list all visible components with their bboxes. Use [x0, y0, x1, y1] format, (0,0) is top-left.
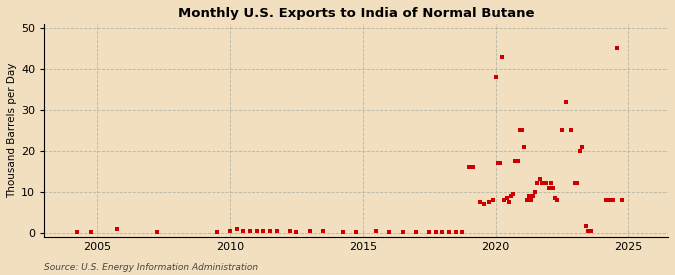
Point — [72, 230, 83, 234]
Point — [225, 229, 236, 233]
Point — [572, 181, 583, 186]
Point — [530, 189, 541, 194]
Point — [397, 230, 408, 234]
Point — [616, 198, 627, 202]
Point — [525, 198, 536, 202]
Point — [291, 230, 302, 234]
Point — [431, 230, 441, 234]
Point — [539, 181, 549, 186]
Point — [85, 230, 96, 234]
Point — [574, 148, 585, 153]
Point — [550, 196, 561, 200]
Point — [603, 198, 614, 202]
Y-axis label: Thousand Barrels per Day: Thousand Barrels per Day — [7, 63, 17, 198]
Point — [497, 54, 508, 59]
Point — [585, 229, 596, 233]
Point — [605, 198, 616, 202]
Point — [479, 202, 490, 206]
Point — [443, 230, 454, 234]
Point — [570, 181, 580, 186]
Point — [464, 165, 475, 169]
Point — [488, 198, 499, 202]
Point — [483, 200, 494, 204]
Point — [490, 75, 501, 79]
Point — [492, 161, 503, 165]
Point — [284, 229, 295, 233]
Point — [495, 161, 506, 165]
Point — [512, 159, 523, 163]
Point — [601, 198, 612, 202]
Point — [565, 128, 576, 133]
Point — [583, 229, 594, 233]
Point — [537, 181, 547, 186]
Point — [532, 181, 543, 186]
Point — [523, 194, 534, 198]
Point — [351, 230, 362, 234]
Point — [502, 196, 512, 200]
Point — [612, 46, 622, 51]
Point — [211, 230, 222, 234]
Point — [547, 185, 558, 190]
Point — [371, 229, 381, 233]
Point — [510, 159, 521, 163]
Point — [556, 128, 567, 133]
Point — [516, 128, 527, 133]
Point — [543, 185, 554, 190]
Point — [437, 230, 448, 234]
Point — [152, 230, 163, 234]
Point — [508, 191, 518, 196]
Point — [232, 227, 242, 232]
Point — [519, 144, 530, 149]
Point — [514, 128, 525, 133]
Point — [541, 181, 552, 186]
Text: Source: U.S. Energy Information Administration: Source: U.S. Energy Information Administ… — [44, 263, 258, 272]
Point — [251, 228, 262, 233]
Point — [561, 100, 572, 104]
Point — [244, 229, 255, 233]
Point — [424, 230, 435, 234]
Point — [499, 198, 510, 202]
Point — [384, 230, 395, 234]
Point — [552, 198, 563, 202]
Point — [238, 228, 249, 233]
Point — [468, 165, 479, 169]
Point — [112, 226, 123, 231]
Point — [457, 230, 468, 234]
Point — [608, 198, 618, 202]
Point — [504, 200, 514, 204]
Title: Monthly U.S. Exports to India of Normal Butane: Monthly U.S. Exports to India of Normal … — [178, 7, 535, 20]
Point — [271, 229, 282, 233]
Point — [265, 229, 275, 233]
Point — [545, 181, 556, 186]
Point — [317, 229, 328, 233]
Point — [528, 194, 539, 198]
Point — [576, 144, 587, 149]
Point — [521, 198, 532, 202]
Point — [475, 200, 485, 204]
Point — [535, 177, 545, 182]
Point — [410, 230, 421, 234]
Point — [304, 229, 315, 233]
Point — [581, 224, 592, 229]
Point — [450, 230, 461, 234]
Point — [506, 194, 516, 198]
Point — [258, 229, 269, 233]
Point — [338, 230, 348, 234]
